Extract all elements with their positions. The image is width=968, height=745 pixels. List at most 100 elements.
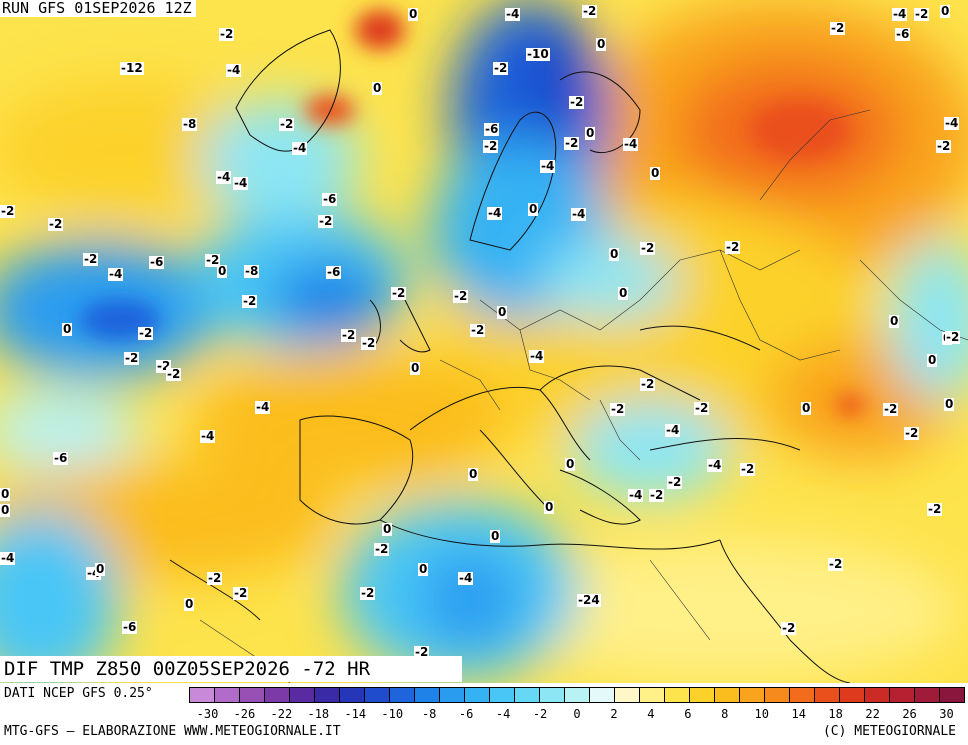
isotherm-value-label: -4 bbox=[540, 159, 556, 173]
scale-tick-label: -8 bbox=[421, 707, 437, 721]
isotherm-value-label: -2 bbox=[166, 367, 182, 381]
isotherm-value-label: -2 bbox=[233, 586, 249, 600]
isotherm-value-label: -8 bbox=[244, 264, 260, 278]
isotherm-value-label: -4 bbox=[233, 176, 249, 190]
isotherm-value-label: 0 bbox=[940, 4, 951, 18]
isotherm-value-label: -4 bbox=[505, 7, 521, 21]
scale-tick-label: -14 bbox=[344, 707, 367, 721]
color-swatch bbox=[865, 688, 890, 702]
isotherm-value-label: 0 bbox=[490, 529, 501, 543]
scale-tick-label: -2 bbox=[532, 707, 548, 721]
isotherm-value-label: 0 bbox=[565, 457, 576, 471]
color-swatch bbox=[715, 688, 740, 702]
isotherm-value-label: -2 bbox=[138, 326, 154, 340]
scale-tick-label: 26 bbox=[902, 707, 917, 721]
isotherm-value-label: 0 bbox=[801, 401, 812, 415]
color-swatch bbox=[240, 688, 265, 702]
credit-left: MTG-GFS — ELABORAZIONE WWW.METEOGIORNALE… bbox=[4, 724, 341, 739]
isotherm-value-label: -4 bbox=[108, 267, 124, 281]
scale-tick-label: 0 bbox=[573, 707, 581, 721]
isotherm-value-label: 0 bbox=[609, 247, 620, 261]
product-title: DIF TMP Z850 00Z05SEP2026 -72 HR bbox=[0, 656, 462, 682]
color-swatch bbox=[840, 688, 865, 702]
isotherm-value-label: -2 bbox=[483, 139, 499, 153]
isotherm-value-label: -2 bbox=[318, 214, 334, 228]
scale-tick-label: 18 bbox=[828, 707, 843, 721]
scale-tick-label: -30 bbox=[196, 707, 219, 721]
isotherm-value-label: -2 bbox=[470, 323, 486, 337]
scale-tick-label: 2 bbox=[610, 707, 618, 721]
isotherm-value-label: -4 bbox=[529, 349, 545, 363]
isotherm-value-label: -2 bbox=[830, 21, 846, 35]
isotherm-value-label: -2 bbox=[640, 241, 656, 255]
data-source: DATI NCEP GFS 0.25° bbox=[4, 686, 153, 701]
scale-tick-label: -10 bbox=[381, 707, 404, 721]
color-swatch bbox=[465, 688, 490, 702]
scale-tick-label: 6 bbox=[684, 707, 692, 721]
isotherm-value-label: -2 bbox=[564, 136, 580, 150]
isotherm-value-label: -4 bbox=[226, 63, 242, 77]
scale-tick-label: 10 bbox=[754, 707, 769, 721]
isotherm-value-label: 0 bbox=[382, 522, 393, 536]
isotherm-value-label: -4 bbox=[0, 551, 16, 565]
color-swatch bbox=[315, 688, 340, 702]
isotherm-value-label: -2 bbox=[0, 204, 16, 218]
isotherm-value-label: 0 bbox=[585, 126, 596, 140]
isotherm-value-label: -8 bbox=[182, 117, 198, 131]
color-scale-bar bbox=[189, 687, 965, 703]
scale-tick-label: -4 bbox=[495, 707, 511, 721]
isotherm-value-label: -2 bbox=[205, 253, 221, 267]
isotherm-value-label: -4 bbox=[487, 206, 503, 220]
isotherm-value-label: 0 bbox=[418, 562, 429, 576]
color-swatch bbox=[490, 688, 515, 702]
isotherm-value-label: -4 bbox=[707, 458, 723, 472]
isotherm-value-label: -6 bbox=[895, 27, 911, 41]
isotherm-value-label: -2 bbox=[740, 462, 756, 476]
color-swatch bbox=[440, 688, 465, 702]
credit-right: (C) METEOGIORNALE bbox=[822, 724, 956, 739]
isotherm-value-label: 0 bbox=[62, 322, 73, 336]
country-borders bbox=[199, 109, 968, 683]
isotherm-value-label: -6 bbox=[122, 620, 138, 634]
isotherm-value-label: -4 bbox=[628, 488, 644, 502]
color-swatch bbox=[590, 688, 615, 702]
isotherm-value-label: -2 bbox=[341, 328, 357, 342]
color-swatch bbox=[190, 688, 215, 702]
isotherm-value-label: -6 bbox=[53, 451, 69, 465]
isotherm-value-label: -24 bbox=[577, 593, 601, 607]
isotherm-value-label: -2 bbox=[936, 139, 952, 153]
isotherm-value-label: -2 bbox=[828, 557, 844, 571]
isotherm-value-label: -4 bbox=[216, 170, 232, 184]
isotherm-value-label: -12 bbox=[120, 61, 144, 75]
isotherm-value-label: -2 bbox=[914, 7, 930, 21]
color-swatch bbox=[290, 688, 315, 702]
isotherm-value-label: 0 bbox=[410, 361, 421, 375]
scale-tick-label: 4 bbox=[647, 707, 655, 721]
color-swatch bbox=[915, 688, 940, 702]
color-swatch bbox=[565, 688, 590, 702]
isotherm-value-label: 0 bbox=[372, 81, 383, 95]
isotherm-value-label: 0 bbox=[468, 467, 479, 481]
isotherm-value-label: -2 bbox=[493, 61, 509, 75]
scale-tick-label: -26 bbox=[233, 707, 256, 721]
color-swatch bbox=[540, 688, 565, 702]
isotherm-value-label: -2 bbox=[83, 252, 99, 266]
isotherm-value-label: 0 bbox=[497, 305, 508, 319]
run-title: RUN GFS 01SEP2026 12Z bbox=[0, 0, 196, 17]
isotherm-value-label: -2 bbox=[374, 542, 390, 556]
color-scale-ticks: -30 -26 -22 -18 -14 -10 -8 -6 -4 -2 0 2 4 6 8 10 14 18 22 2… bbox=[189, 707, 965, 723]
isotherm-value-label: -4 bbox=[255, 400, 271, 414]
isotherm-value-label: 0 bbox=[618, 286, 629, 300]
scale-tick-label: 8 bbox=[721, 707, 729, 721]
isotherm-value-label: -2 bbox=[649, 488, 665, 502]
isotherm-value-label: -2 bbox=[453, 289, 469, 303]
isotherm-value-label: -2 bbox=[582, 4, 598, 18]
color-swatch bbox=[390, 688, 415, 702]
color-swatch bbox=[890, 688, 915, 702]
isotherm-value-label: -2 bbox=[725, 240, 741, 254]
anomaly-hotspots bbox=[80, 10, 865, 415]
isotherm-value-label: -2 bbox=[242, 294, 258, 308]
isotherm-value-label: -2 bbox=[360, 586, 376, 600]
isotherm-value-label: 0 bbox=[95, 562, 106, 576]
isotherm-value-label: -2 bbox=[667, 475, 683, 489]
